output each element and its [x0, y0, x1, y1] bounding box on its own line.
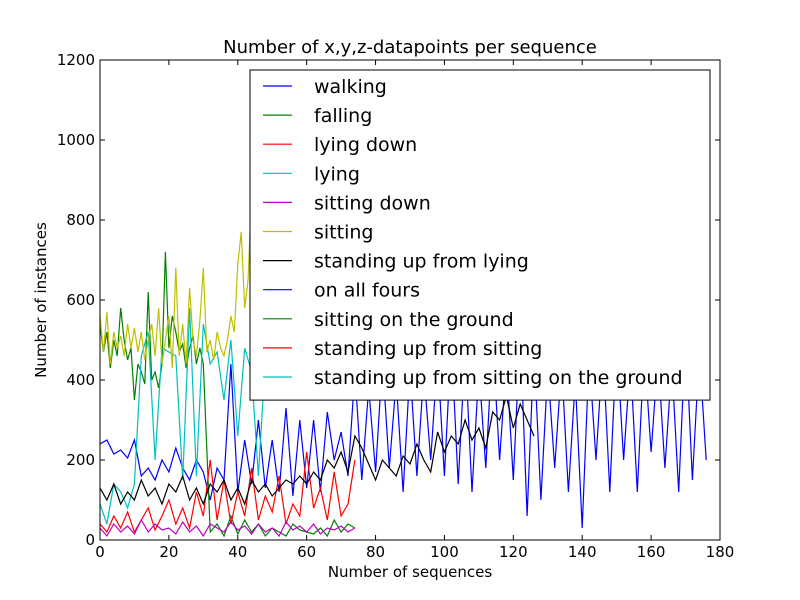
y-tick-label: 1000: [57, 131, 95, 149]
x-tick-label: 140: [568, 543, 597, 561]
series-line-1: [100, 251, 356, 538]
y-tick-label: 400: [66, 371, 95, 389]
series-line-2: [100, 451, 356, 534]
x-tick-label: 120: [499, 543, 528, 561]
legend-label: falling: [314, 105, 372, 127]
legend-box: [249, 69, 711, 401]
x-tick-label: 160: [637, 543, 666, 561]
x-tick-label: 0: [95, 543, 105, 561]
chart-title: Number of x,y,z-datapoints per sequence: [223, 37, 597, 58]
legend-label: on all fours: [314, 280, 420, 302]
x-tick-label: 60: [297, 543, 316, 561]
x-axis-label: Number of sequences: [328, 563, 493, 581]
series-line-6: [100, 395, 535, 506]
legend-label: standing up from lying: [314, 251, 529, 273]
x-tick-label: 180: [706, 543, 735, 561]
series-line-5: [100, 191, 253, 369]
y-tick-label: 600: [66, 291, 95, 309]
legend-label: standing up from sitting on the ground: [314, 367, 683, 389]
legend-label: standing up from sitting: [314, 338, 542, 360]
y-tick-label: 800: [66, 211, 95, 229]
y-axis-label: Number of instances: [32, 222, 50, 378]
series-line-4: [100, 518, 356, 538]
y-tick-label: 200: [66, 451, 95, 469]
axis-ticks: 0 20 40 60 80 100 120 140 160 180 0 200 400 600 800 100…: [57, 51, 735, 561]
legend-label: sitting down: [314, 192, 431, 214]
y-tick-label: 1200: [57, 51, 95, 69]
legend-label: lying down: [314, 134, 417, 156]
x-tick-label: 40: [228, 543, 247, 561]
legend-label: walking: [314, 76, 387, 98]
x-tick-label: 80: [366, 543, 385, 561]
legend: walking falling lying down lying sitting dow…: [249, 69, 711, 401]
y-tick-label: 0: [85, 531, 95, 549]
x-tick-label: 20: [159, 543, 178, 561]
legend-label: sitting on the ground: [314, 309, 514, 331]
legend-label: sitting: [314, 222, 373, 244]
x-tick-label: 100: [430, 543, 459, 561]
legend-label: lying: [314, 163, 360, 185]
